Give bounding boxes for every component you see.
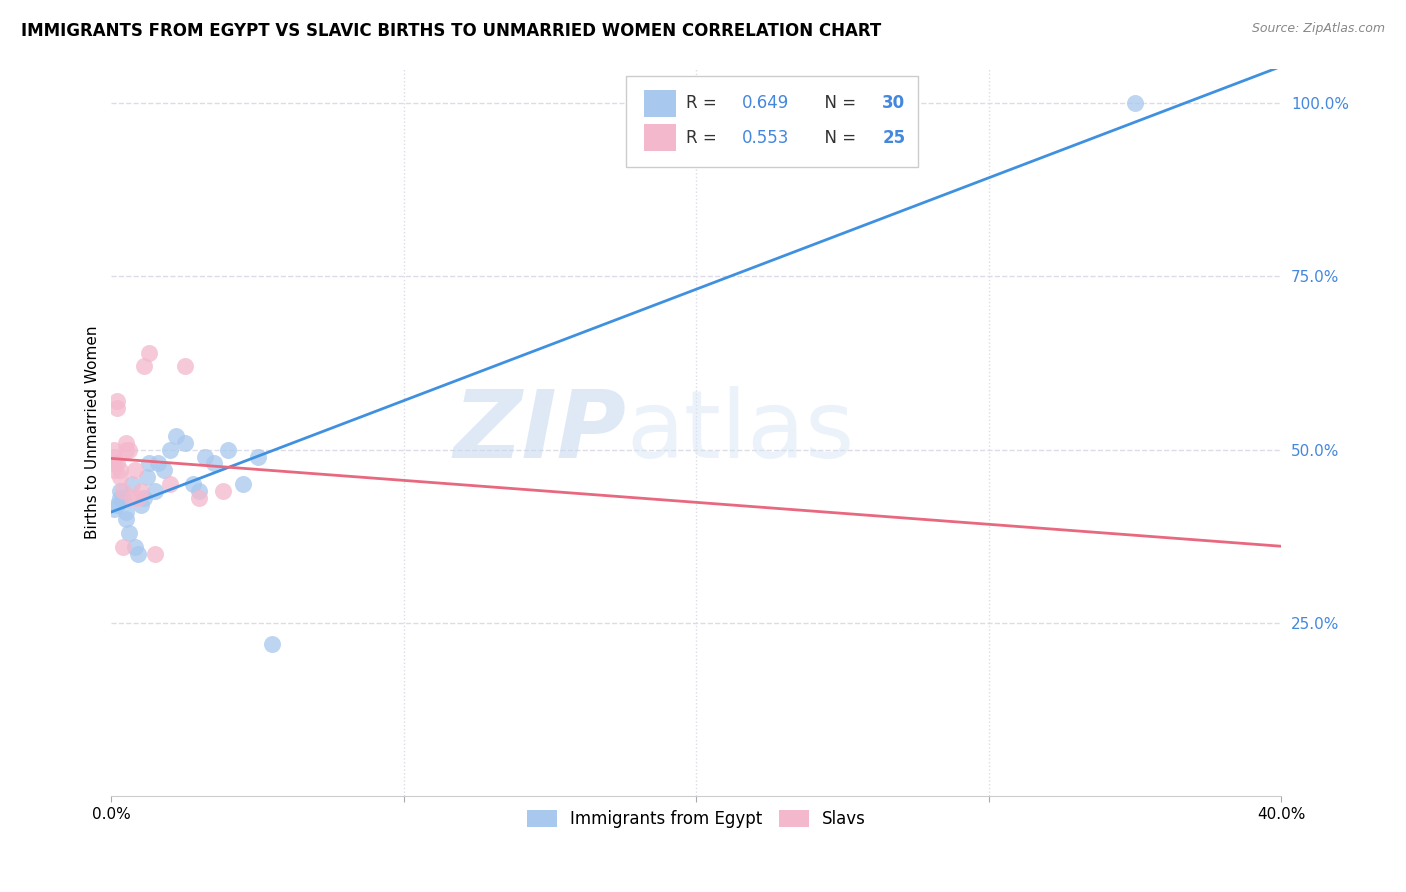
Point (127, 547, 149, 561)
Point (188, 491, 211, 505)
Point (105, 498, 128, 512)
Point (115, 442, 138, 457)
Point (138, 345, 160, 359)
Bar (644, 89, 676, 117)
Point (246, 450, 269, 464)
Point (121, 491, 143, 505)
Text: atlas: atlas (626, 386, 855, 478)
Point (103, 442, 125, 457)
Point (148, 457, 170, 471)
Point (129, 484, 152, 499)
Point (103, 450, 125, 464)
Point (202, 457, 225, 471)
Point (211, 484, 233, 499)
Text: IMMIGRANTS FROM EGYPT VS SLAVIC BIRTHS TO UNMARRIED WOMEN CORRELATION CHART: IMMIGRANTS FROM EGYPT VS SLAVIC BIRTHS T… (21, 22, 882, 40)
Y-axis label: Births to Unmarried Women: Births to Unmarried Women (86, 326, 100, 539)
Point (105, 394, 128, 409)
Point (129, 498, 152, 512)
Point (173, 435, 195, 450)
Point (165, 429, 187, 443)
Text: R =: R = (686, 128, 721, 146)
Point (262, 637, 284, 651)
Point (138, 457, 160, 471)
Point (112, 491, 135, 505)
Point (112, 540, 135, 554)
Point (132, 491, 155, 505)
Bar (644, 124, 676, 152)
Point (181, 477, 204, 491)
Text: 30: 30 (882, 95, 905, 112)
Text: N =: N = (814, 128, 862, 146)
Text: N =: N = (814, 95, 862, 112)
Point (232, 477, 254, 491)
Text: R =: R = (686, 95, 721, 112)
Text: 25: 25 (882, 128, 905, 146)
Point (159, 477, 181, 491)
Point (103, 501, 125, 516)
Point (108, 463, 131, 477)
Point (1123, 96, 1146, 111)
Legend: Immigrants from Egypt, Slavs: Immigrants from Egypt, Slavs (520, 804, 873, 835)
Point (103, 457, 125, 471)
Point (105, 401, 128, 415)
Point (194, 450, 217, 464)
Point (153, 463, 176, 477)
Point (115, 512, 138, 526)
Point (112, 484, 135, 499)
Point (173, 359, 195, 374)
Point (105, 457, 128, 471)
Point (159, 442, 181, 457)
Point (103, 463, 125, 477)
Text: Source: ZipAtlas.com: Source: ZipAtlas.com (1251, 22, 1385, 36)
Point (188, 484, 211, 499)
Text: 0.649: 0.649 (742, 95, 789, 112)
Text: ZIP: ZIP (453, 386, 626, 478)
FancyBboxPatch shape (626, 76, 918, 167)
Point (132, 359, 155, 374)
Text: 0.553: 0.553 (742, 128, 789, 146)
Point (108, 470, 131, 484)
Point (108, 491, 131, 505)
Point (127, 491, 149, 505)
Point (124, 540, 146, 554)
Point (108, 484, 131, 499)
Point (115, 505, 138, 519)
Point (143, 484, 166, 499)
Point (118, 442, 141, 457)
Point (217, 442, 239, 457)
Point (121, 477, 143, 491)
Point (135, 470, 157, 484)
Point (124, 463, 146, 477)
Point (115, 435, 138, 450)
Point (143, 547, 166, 561)
Point (118, 525, 141, 540)
